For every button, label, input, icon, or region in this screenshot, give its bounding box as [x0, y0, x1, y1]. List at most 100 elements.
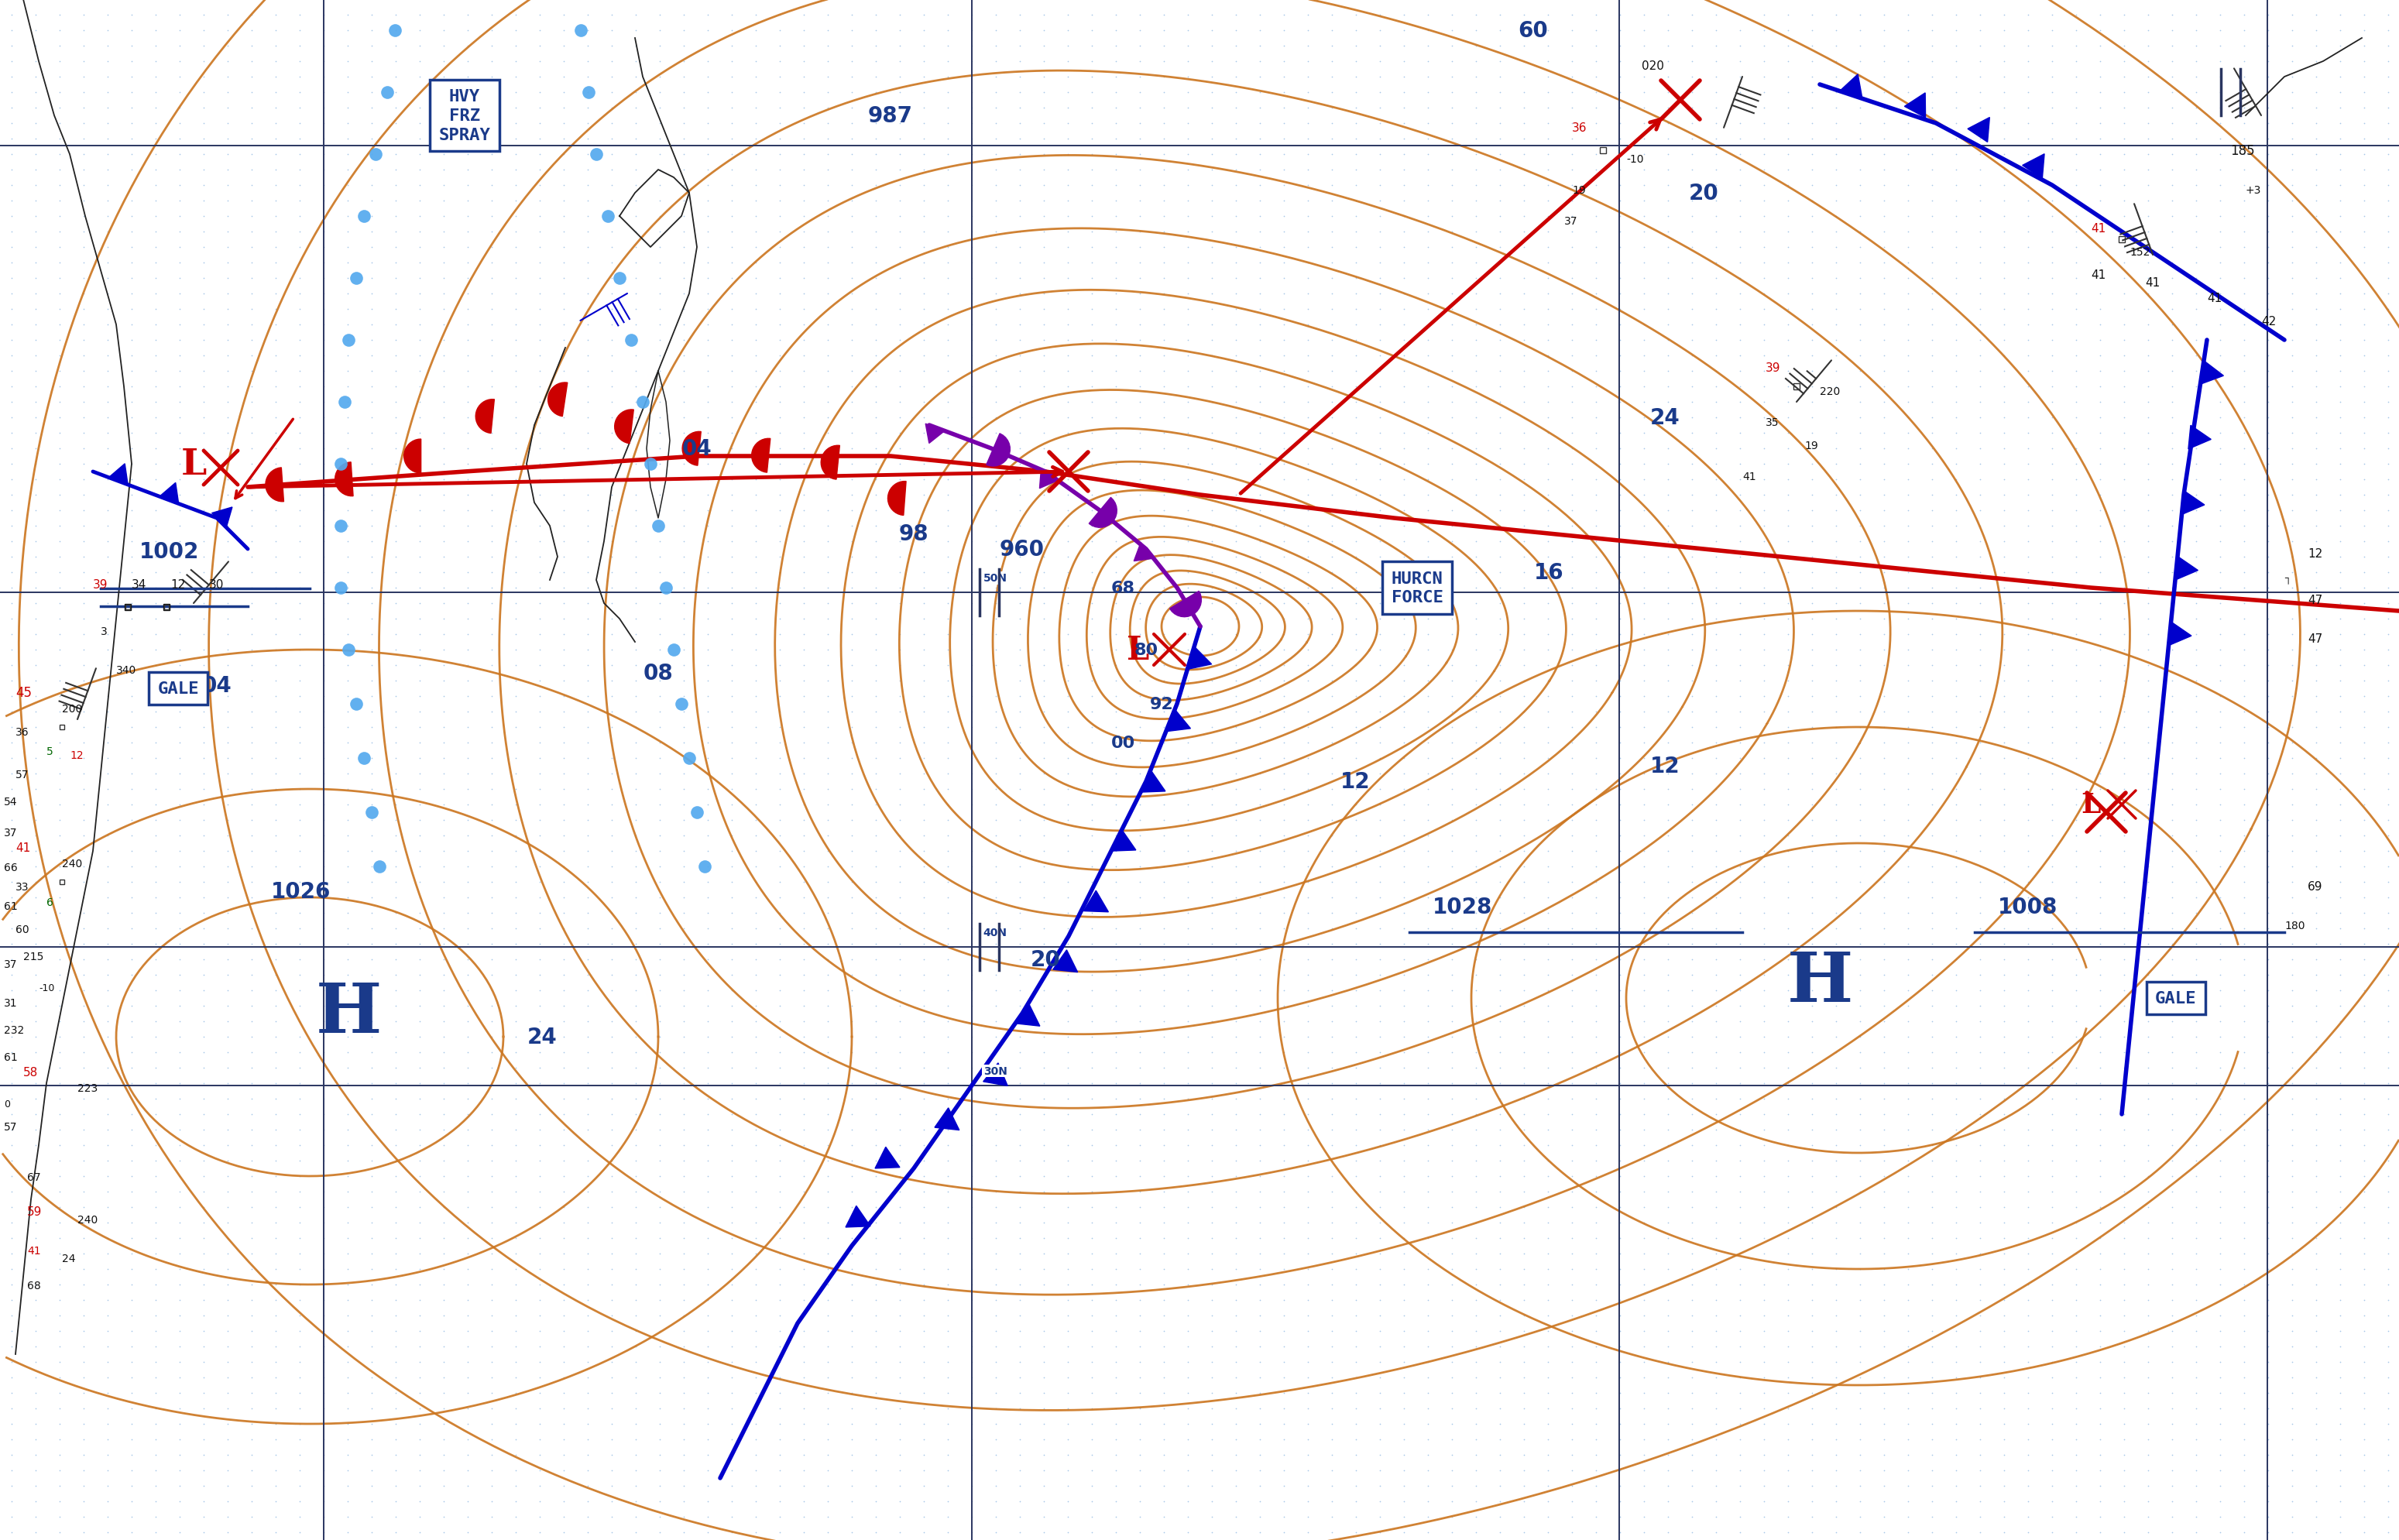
Point	[1000, 420, 1039, 445]
Point	[353, 901, 391, 926]
Point	[113, 1087, 151, 1112]
Point	[2248, 576, 2286, 601]
Point	[665, 189, 703, 214]
Point	[1312, 1287, 1351, 1312]
Point	[1576, 1303, 1615, 1327]
Point	[329, 668, 367, 693]
Point	[2128, 745, 2166, 770]
Point	[1384, 95, 1423, 120]
Point	[1192, 762, 1231, 787]
Point	[1984, 1520, 2022, 1540]
Point	[569, 1303, 607, 1327]
Point	[1000, 530, 1039, 554]
Point	[2368, 514, 2399, 539]
Point	[784, 607, 823, 631]
Point	[521, 420, 559, 445]
Point	[832, 18, 871, 43]
Point	[1768, 978, 1806, 1003]
Point	[760, 916, 799, 941]
Point	[161, 653, 199, 678]
Point	[1240, 1428, 1279, 1452]
Point	[2056, 143, 2094, 168]
Point	[784, 947, 823, 972]
Point	[425, 1381, 463, 1406]
Point	[89, 236, 127, 260]
Point	[185, 328, 223, 353]
Point	[2152, 1458, 2190, 1483]
Point	[137, 932, 175, 956]
Point	[473, 1133, 511, 1158]
Point	[928, 622, 967, 647]
Point	[1576, 962, 1615, 987]
Point	[2296, 1226, 2334, 1250]
Point	[808, 1381, 847, 1406]
Point	[41, 1428, 79, 1452]
Point	[1936, 436, 1974, 460]
Point	[1744, 730, 1782, 755]
Point	[521, 18, 559, 43]
Point	[2032, 343, 2070, 368]
Point	[233, 236, 271, 260]
Point	[2056, 745, 2094, 770]
Point	[2224, 824, 2262, 849]
Point	[1672, 18, 1710, 43]
Point	[665, 1009, 703, 1033]
Point	[1456, 1397, 1495, 1421]
Point	[1504, 159, 1543, 183]
Point	[880, 1428, 919, 1452]
Point	[377, 1164, 415, 1189]
Point	[1744, 1133, 1782, 1158]
Point	[1168, 638, 1207, 662]
Point	[257, 174, 295, 199]
Point	[1504, 1505, 1543, 1529]
Point	[1576, 313, 1615, 337]
Point	[65, 1210, 103, 1235]
Point	[1984, 1397, 2022, 1421]
Point	[1384, 530, 1423, 554]
Point	[353, 143, 391, 168]
Point	[425, 1272, 463, 1297]
Point	[2176, 576, 2214, 601]
Point	[1480, 80, 1519, 105]
Point	[1312, 220, 1351, 245]
Point	[1648, 607, 1686, 631]
Point	[2224, 1428, 2262, 1452]
Point	[593, 1349, 631, 1374]
Point	[689, 468, 727, 493]
Point	[689, 390, 727, 414]
Point	[1936, 297, 1974, 322]
Point	[976, 901, 1015, 926]
Point	[1504, 1272, 1543, 1297]
Point	[1624, 947, 1663, 972]
Point	[2248, 126, 2286, 151]
Point	[689, 514, 727, 539]
Point	[2152, 1303, 2190, 1327]
Point	[1984, 1024, 2022, 1049]
Point	[497, 18, 535, 43]
Point	[1816, 1118, 1854, 1143]
Point	[113, 1149, 151, 1173]
Point	[1048, 499, 1087, 524]
Point	[1528, 484, 1567, 508]
Point	[545, 1287, 583, 1312]
Point	[1912, 1272, 1950, 1297]
Point	[1072, 468, 1111, 493]
Point	[952, 220, 991, 245]
Point	[0, 80, 31, 105]
Point	[1024, 545, 1063, 570]
Point	[1432, 251, 1471, 276]
Point	[1504, 390, 1543, 414]
Point	[1336, 607, 1375, 631]
Point	[1144, 1087, 1183, 1112]
Point	[1696, 468, 1734, 493]
Point	[641, 1412, 679, 1437]
Point	[880, 1364, 919, 1389]
Point	[41, 34, 79, 59]
Point	[784, 359, 823, 383]
Point	[641, 1103, 679, 1127]
Point	[689, 932, 727, 956]
Point	[1552, 1087, 1591, 1112]
Point	[952, 468, 991, 493]
Point	[2272, 607, 2310, 631]
Point	[1312, 251, 1351, 276]
